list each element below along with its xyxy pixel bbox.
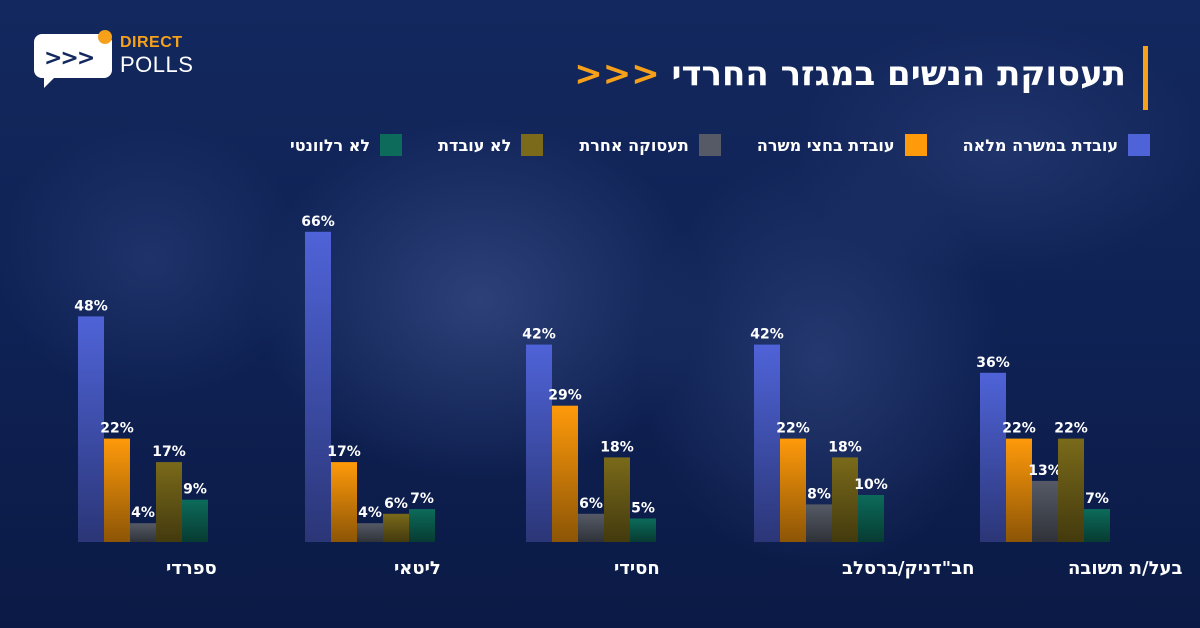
- bar-value-label: 6%: [579, 496, 603, 512]
- legend-swatch: [1127, 134, 1150, 156]
- bar-value-label: 13%: [1028, 463, 1062, 479]
- category-label: חסידי: [614, 558, 660, 579]
- bar-value-label: 42%: [522, 327, 556, 343]
- bar: [357, 523, 383, 542]
- legend-swatch: [380, 134, 403, 156]
- legend-swatch: [698, 134, 721, 156]
- category-label: חב"דניק/ברסלב: [842, 558, 975, 579]
- bar-value-label: 48%: [74, 298, 108, 314]
- bar: [780, 438, 806, 542]
- bar-value-label: 22%: [776, 421, 810, 437]
- bar: [754, 344, 780, 542]
- bar-value-label: 29%: [548, 388, 582, 404]
- bar: [409, 509, 435, 542]
- bar-value-label: 7%: [410, 491, 434, 507]
- bar-value-label: 6%: [384, 496, 408, 512]
- bar: [1058, 438, 1084, 542]
- bar: [552, 405, 578, 542]
- legend-label: עובדת במשרה מלאה: [962, 135, 1118, 155]
- legend-item: לא עובדת: [438, 130, 544, 160]
- legend-swatch: [521, 134, 544, 156]
- direct-polls-logo: >>> DIRECT POLLS: [34, 30, 194, 88]
- bar-value-label: 18%: [828, 439, 862, 455]
- legend-item: תעסוקה אחרת: [579, 130, 721, 160]
- bar: [1084, 509, 1110, 542]
- legend-swatch: [904, 134, 927, 156]
- bar-value-label: 17%: [327, 444, 361, 460]
- bar: [806, 504, 832, 542]
- bar-value-label: 36%: [976, 355, 1010, 371]
- category-label: ליטאי: [394, 558, 441, 579]
- chart-legend: עובדת במשרה מלאה עובדת בחצי משרה תעסוקה אח…: [290, 130, 1150, 160]
- bar-value-label: 66%: [301, 214, 335, 230]
- legend-item: לא רלוונטי: [290, 130, 403, 160]
- bar: [578, 513, 604, 542]
- bar: [1032, 480, 1058, 542]
- bar: [156, 462, 182, 542]
- bar: [630, 518, 656, 542]
- legend-item: עובדת בחצי משרה: [757, 130, 927, 160]
- bar-value-label: 4%: [358, 505, 382, 521]
- bar: [858, 495, 884, 542]
- bar: [78, 316, 104, 542]
- title-accent-bar: [1143, 46, 1148, 110]
- logo-text-polls: POLLS: [120, 52, 194, 77]
- bar-value-label: 22%: [1054, 421, 1088, 437]
- bar: [331, 462, 357, 542]
- bar: [182, 499, 208, 542]
- logo-dot-icon: [98, 30, 112, 44]
- logo-chevrons: >>>: [44, 46, 95, 71]
- bar-value-label: 17%: [152, 444, 186, 460]
- bar: [130, 523, 156, 542]
- chart-title-text: תעסוקת הנשים במגזר החרדי: [671, 54, 1126, 94]
- bar: [104, 438, 130, 542]
- bar-value-label: 8%: [807, 486, 831, 502]
- bar: [1006, 438, 1032, 542]
- bar: [604, 457, 630, 542]
- category-label: בעל/ת תשובה: [1068, 558, 1182, 579]
- chart-title: תעסוקת הנשים במגזר החרדי <<<: [574, 54, 1126, 94]
- category-label: ספרדי: [166, 558, 217, 579]
- bar-value-label: 4%: [131, 505, 155, 521]
- bar: [526, 344, 552, 542]
- logo-text-direct: DIRECT: [120, 34, 183, 51]
- title-arrows-icon: <<<: [574, 54, 660, 94]
- bar-value-label: 7%: [1085, 491, 1109, 507]
- bar: [305, 231, 331, 543]
- bar-value-label: 22%: [1002, 421, 1036, 437]
- bar: [383, 513, 409, 542]
- bar-value-label: 5%: [631, 501, 655, 517]
- legend-label: עובדת בחצי משרה: [756, 135, 895, 155]
- bar-value-label: 9%: [183, 482, 207, 498]
- legend-item: עובדת במשרה מלאה: [963, 130, 1150, 160]
- bar: [832, 457, 858, 542]
- bar: [980, 372, 1006, 542]
- bar-value-label: 10%: [854, 477, 888, 493]
- bar-value-label: 18%: [600, 439, 634, 455]
- legend-label: לא רלוונטי: [290, 135, 371, 155]
- bar-value-label: 22%: [100, 421, 134, 437]
- bar-value-label: 42%: [750, 327, 784, 343]
- legend-label: תעסוקה אחרת: [579, 135, 689, 155]
- legend-label: לא עובדת: [438, 135, 512, 155]
